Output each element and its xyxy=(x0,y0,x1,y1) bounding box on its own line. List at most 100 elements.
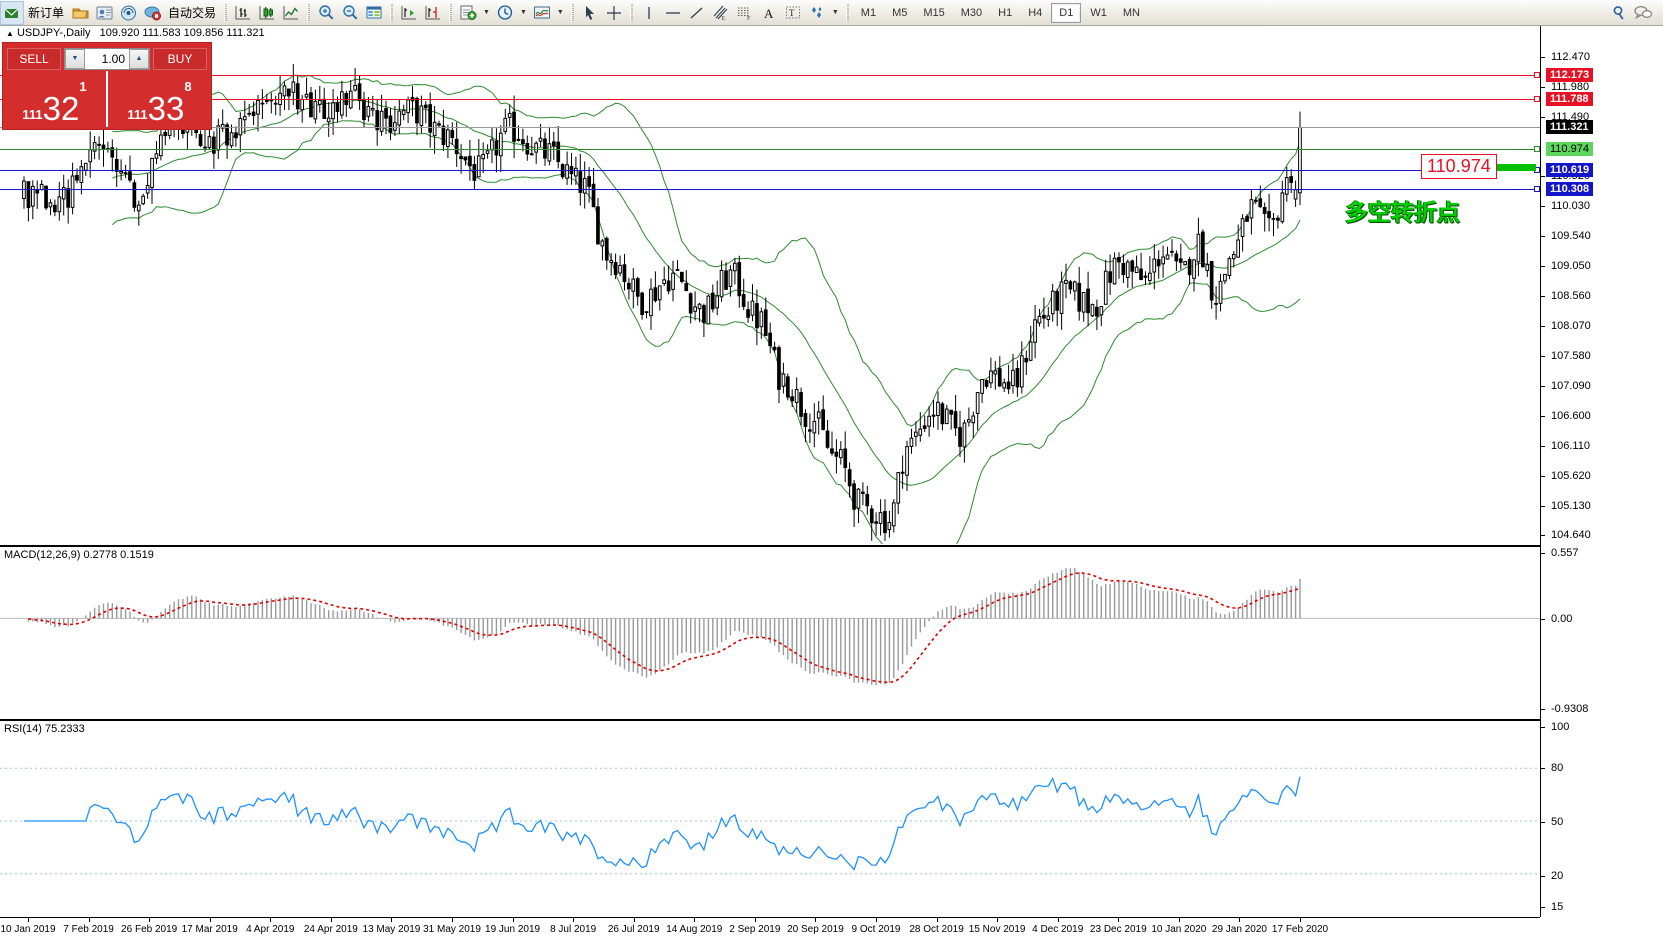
timeframe-m30[interactable]: M30 xyxy=(960,6,983,19)
network-icon[interactable] xyxy=(116,1,140,25)
volume-increment-button[interactable]: ▲ xyxy=(129,48,149,69)
level-line[interactable] xyxy=(0,148,1540,150)
level-line[interactable] xyxy=(0,98,1540,100)
text-label-icon[interactable]: T xyxy=(781,1,805,25)
sell-button[interactable]: SELL xyxy=(7,47,61,70)
toolbar-group-zoom xyxy=(314,0,386,26)
price-tick-label: 108.560 xyxy=(1551,290,1591,303)
vertical-line-icon[interactable] xyxy=(637,1,661,25)
price-tick-label: 106.110 xyxy=(1551,439,1590,452)
chevron-down-icon[interactable]: ▼ xyxy=(831,9,839,16)
level-line-handle[interactable] xyxy=(1534,145,1540,152)
date-tick xyxy=(936,918,938,922)
bar-chart-icon[interactable] xyxy=(231,1,255,25)
date-tick xyxy=(270,918,272,922)
price-tick xyxy=(1541,415,1545,417)
price-tick xyxy=(1541,296,1545,298)
buy-price-display[interactable]: 111 33 8 xyxy=(106,71,211,127)
level-line-handle[interactable] xyxy=(1534,72,1540,79)
date-tick xyxy=(573,918,575,922)
chevron-down-icon[interactable]: ▼ xyxy=(483,9,490,16)
search-icon[interactable] xyxy=(1607,1,1631,25)
timeframe-h4[interactable]: H4 xyxy=(1028,6,1043,19)
date-axis[interactable]: 10 Jan 2019 7 Feb 2019 26 Feb 2019 17 Mar 2… xyxy=(0,917,1540,942)
macd-pane[interactable]: MACD(12,26,9) 0.2778 0.1519 xyxy=(0,545,1540,717)
level-line[interactable] xyxy=(0,127,1540,129)
new-order-icon[interactable] xyxy=(0,0,24,25)
period-icon[interactable] xyxy=(493,1,517,25)
add-indicator-icon[interactable] xyxy=(456,1,480,25)
price-badge-black[interactable]: 111.321 xyxy=(1546,120,1593,135)
timeframe-d1[interactable]: D1 xyxy=(1051,2,1082,23)
text-icon[interactable]: A xyxy=(757,1,781,25)
volume-decrement-button[interactable]: ▼ xyxy=(65,48,85,69)
data-window-icon[interactable] xyxy=(362,1,386,25)
chart-shift-icon[interactable] xyxy=(421,1,445,25)
crosshair-icon[interactable] xyxy=(602,1,626,25)
level-line[interactable] xyxy=(0,170,1540,172)
buy-button[interactable]: BUY xyxy=(153,47,207,70)
price-tick-label: 112.470 xyxy=(1551,51,1590,64)
level-line[interactable] xyxy=(0,75,1540,77)
date-label: 28 Oct 2019 xyxy=(909,924,964,935)
sell-price-display[interactable]: 111 32 1 xyxy=(3,71,106,127)
folder-icon[interactable] xyxy=(68,1,92,25)
chat-icon[interactable] xyxy=(1631,1,1655,25)
price-tick xyxy=(1541,266,1545,268)
collapse-triangle-icon[interactable]: ▲ xyxy=(6,29,14,38)
svg-text:T: T xyxy=(789,8,795,18)
profile-icon[interactable] xyxy=(92,1,116,25)
price-pane[interactable] xyxy=(0,42,1540,544)
equidistant-channel-icon[interactable]: E xyxy=(709,1,733,25)
price-badge-blue[interactable]: 110.308 xyxy=(1546,182,1594,197)
trend-line-icon[interactable] xyxy=(685,1,709,25)
chart-area[interactable]: ▲ USDJPY-,Daily 109.920 111.583 109.856 … xyxy=(0,26,1663,942)
price-tick xyxy=(1541,206,1545,208)
auto-scroll-icon[interactable] xyxy=(397,1,421,25)
price-tick-label: 111.490 xyxy=(1551,111,1590,124)
rsi-pane[interactable]: RSI(14) 75.2333 xyxy=(0,719,1540,917)
price-chart-svg xyxy=(22,64,1302,544)
horizontal-line-icon[interactable] xyxy=(661,1,685,25)
level-line[interactable] xyxy=(0,189,1540,191)
volume-stepper[interactable]: ▼ 1.00 ▲ xyxy=(64,47,150,70)
candlestick-chart-icon[interactable] xyxy=(255,1,279,25)
timeframe-h1[interactable]: H1 xyxy=(998,6,1013,19)
price-badge-blue[interactable]: 110.619 xyxy=(1546,163,1594,178)
price-tick xyxy=(1541,117,1545,119)
date-tick xyxy=(391,918,393,922)
templates-icon[interactable] xyxy=(530,1,554,25)
timeframe-m5[interactable]: M5 xyxy=(892,6,908,19)
price-scale[interactable]: 112.470111.980111.490110.520110.030109.5… xyxy=(1540,26,1663,917)
new-order-label[interactable]: 新订单 xyxy=(28,6,65,20)
price-tick-label: 107.580 xyxy=(1551,349,1591,362)
rsi-tick xyxy=(1541,768,1545,769)
price-tick-label: 110.030 xyxy=(1551,200,1590,213)
fibonacci-icon[interactable]: F xyxy=(733,1,757,25)
timeframe-mn[interactable]: MN xyxy=(1122,6,1140,19)
cursor-icon[interactable] xyxy=(578,1,602,25)
chevron-down-icon[interactable]: ▼ xyxy=(556,9,564,16)
price-tick xyxy=(1541,57,1545,59)
timeframe-w1[interactable]: W1 xyxy=(1090,6,1107,19)
timeframe-m1[interactable]: M1 xyxy=(860,6,877,19)
level-line-handle[interactable] xyxy=(1534,186,1540,193)
autotrading-label[interactable]: 自动交易 xyxy=(168,6,217,20)
shapes-icon[interactable] xyxy=(805,1,829,25)
chevron-down-icon[interactable]: ▼ xyxy=(519,9,527,16)
price-tick-label: 104.640 xyxy=(1551,529,1591,542)
level-line-handle[interactable] xyxy=(1534,95,1540,102)
toolbar-separator xyxy=(224,3,228,22)
date-label: 4 Dec 2019 xyxy=(1032,924,1084,935)
line-chart-icon[interactable] xyxy=(279,1,303,25)
one-click-trading-panel[interactable]: SELL ▼ 1.00 ▲ BUY 111 32 1 111 33 8 xyxy=(2,42,212,130)
timeframe-m15[interactable]: M15 xyxy=(923,6,945,19)
expert-advisor-icon[interactable] xyxy=(140,1,164,25)
price-badge-red[interactable]: 111.788 xyxy=(1546,91,1593,106)
volume-value[interactable]: 1.00 xyxy=(101,51,125,66)
price-badge-red[interactable]: 112.173 xyxy=(1546,68,1594,83)
zoom-out-icon[interactable] xyxy=(338,1,362,25)
zoom-in-icon[interactable] xyxy=(314,1,338,25)
price-badge-green[interactable]: 110.974 xyxy=(1546,141,1593,156)
date-tick xyxy=(694,918,696,922)
